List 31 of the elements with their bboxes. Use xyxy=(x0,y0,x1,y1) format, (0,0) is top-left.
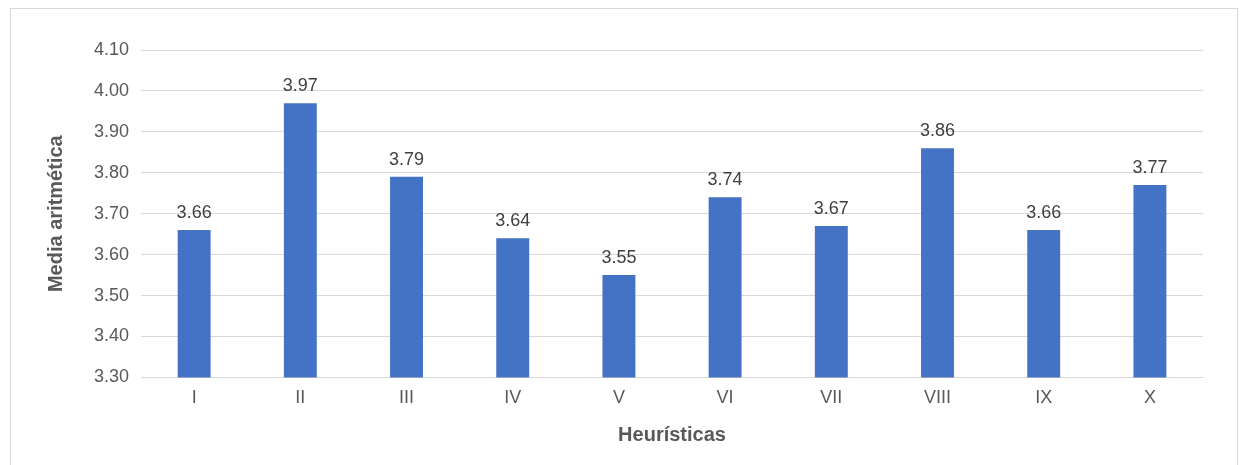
y-tick-label: 3.60 xyxy=(93,243,130,264)
x-tick-label: IV xyxy=(504,387,522,408)
x-axis-title: Heurísticas xyxy=(618,422,726,445)
data-label: 3.79 xyxy=(389,148,425,169)
y-tick-label: 3.40 xyxy=(93,325,130,346)
data-label: 3.97 xyxy=(282,75,318,96)
data-label: 3.66 xyxy=(176,202,212,223)
x-tick-label: X xyxy=(1143,387,1156,408)
x-tick-label: III xyxy=(399,387,415,408)
x-tick-label: VII xyxy=(820,387,843,408)
y-tick-label: 3.50 xyxy=(93,284,130,305)
y-tick-label: 3.80 xyxy=(93,161,130,182)
y-tick-label: 3.30 xyxy=(93,366,130,387)
y-tick-label: 3.70 xyxy=(93,202,130,223)
x-tick-label: I xyxy=(191,387,197,408)
y-tick-label: 4.10 xyxy=(93,38,130,59)
data-label: 3.74 xyxy=(707,169,743,190)
data-label: 3.66 xyxy=(1026,202,1062,223)
x-tick-label: IX xyxy=(1035,387,1053,408)
x-tick-label: VI xyxy=(716,387,734,408)
data-label: 3.77 xyxy=(1132,157,1168,178)
x-tick-label: II xyxy=(295,387,306,408)
x-tick-label: V xyxy=(612,387,625,408)
data-label: 3.67 xyxy=(813,197,849,218)
y-tick-label: 3.90 xyxy=(93,120,130,141)
y-axis-title: Media aritmética xyxy=(43,134,66,293)
data-label: 3.86 xyxy=(919,120,956,141)
data-label: 3.55 xyxy=(601,247,637,268)
data-label: 3.64 xyxy=(495,210,531,231)
y-tick-label: 4.00 xyxy=(93,79,130,100)
x-tick-label: VIII xyxy=(924,387,952,408)
